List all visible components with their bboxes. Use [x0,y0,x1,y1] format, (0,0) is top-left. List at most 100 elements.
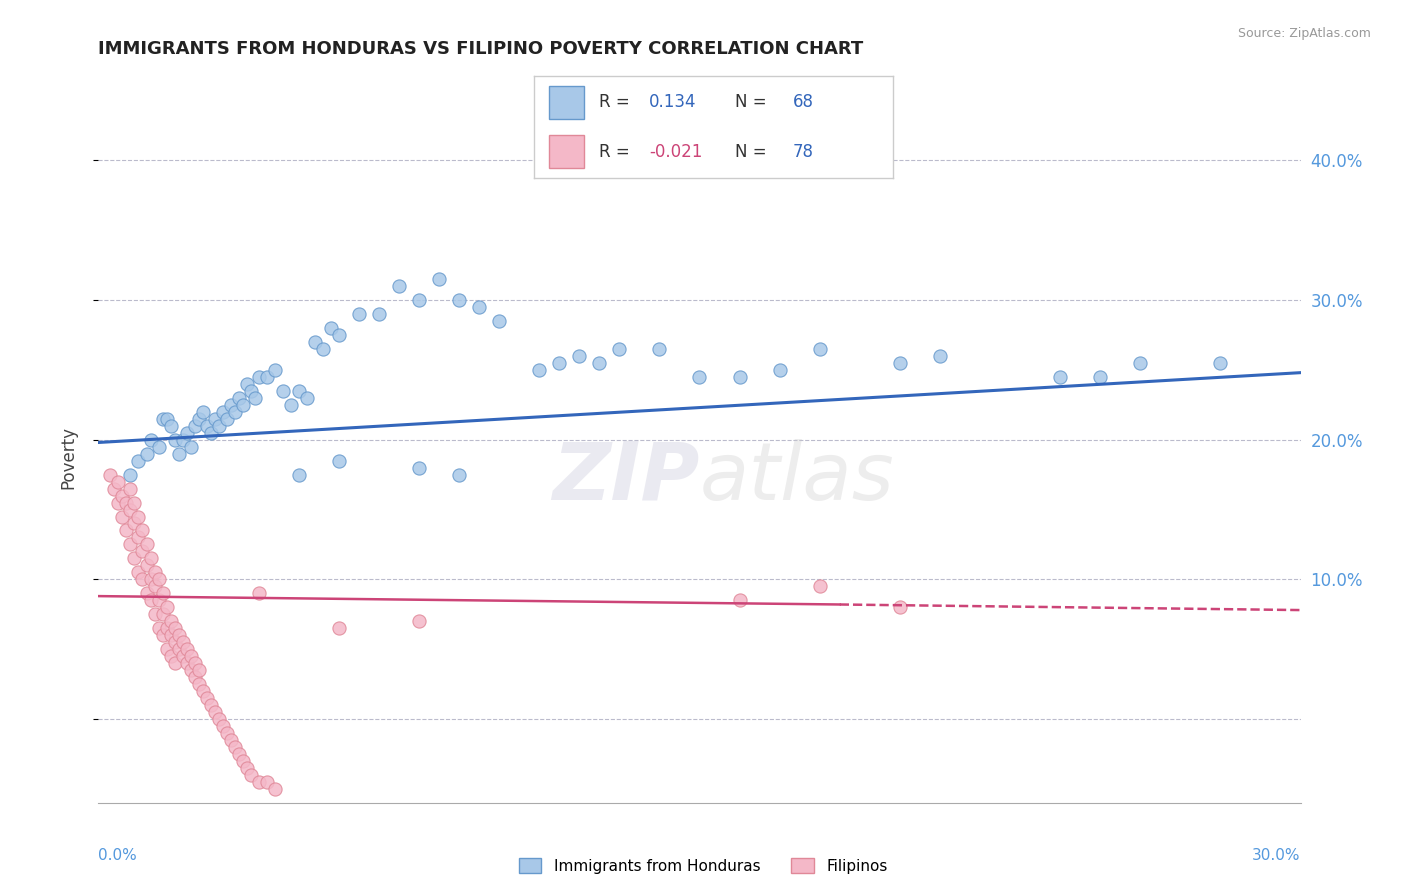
Point [609,342,631,356]
Point [215,411,238,425]
Point [120,502,142,516]
Point [288,384,311,398]
Point [128,531,150,545]
Point [271,384,294,398]
Point [183,670,205,684]
Point [163,635,186,649]
Point [288,467,311,482]
Text: 0.0%: 0.0% [98,847,138,863]
Point [200,425,222,440]
Point [232,398,254,412]
Point [447,293,470,307]
Point [183,656,205,670]
Point [328,453,350,467]
Point [347,307,370,321]
Point [159,649,181,664]
Point [131,524,153,538]
Point [135,447,157,461]
Point [728,369,751,384]
Point [167,628,190,642]
Point [191,684,214,698]
Point [124,495,146,509]
Point [224,405,246,419]
Point [176,642,198,657]
Point [159,628,181,642]
Point [183,418,205,433]
Point [568,349,591,363]
Point [312,342,335,356]
Point [176,425,198,440]
Point [180,649,202,664]
Point [319,321,342,335]
Point [163,433,186,447]
Point [808,342,831,356]
Point [239,384,262,398]
Point [215,726,238,740]
Point [408,293,430,307]
Point [155,600,177,615]
Point [155,411,177,425]
Point [427,272,450,286]
Point [648,342,671,356]
Point [529,363,551,377]
Point [224,739,246,754]
Point [152,411,174,425]
Point [208,712,231,726]
Point [219,733,242,747]
Point [1129,356,1152,370]
Point [211,719,233,733]
Point [256,369,278,384]
Point [191,405,214,419]
Point [187,663,209,677]
Point [128,453,150,467]
Point [124,516,146,531]
Point [228,391,250,405]
Point [163,621,186,635]
Point [131,544,153,558]
Point [124,551,146,566]
Point [159,614,181,628]
Point [235,376,257,391]
Point [128,509,150,524]
Point [328,328,350,343]
Point [163,656,186,670]
Point [263,363,285,377]
Point [135,586,157,600]
Point [172,649,194,664]
Point [808,579,831,593]
Point [148,572,170,586]
Point [769,363,792,377]
Point [172,635,194,649]
Point [111,489,134,503]
Point [180,663,202,677]
Point [167,447,190,461]
Point [304,334,326,349]
Point [588,356,610,370]
Point [689,369,711,384]
Point [228,747,250,761]
Y-axis label: Poverty: Poverty [59,425,77,489]
Point [131,572,153,586]
Point [280,398,302,412]
Text: -0.021: -0.021 [650,144,703,161]
Point [148,593,170,607]
Text: R =: R = [599,144,630,161]
Point [103,482,125,496]
Point [176,656,198,670]
Point [368,307,391,321]
Bar [548,87,585,119]
Point [247,775,270,789]
Point [107,475,129,489]
Point [120,537,142,551]
Point [488,314,510,328]
Point [295,391,318,405]
Point [728,593,751,607]
Text: Source: ZipAtlas.com: Source: ZipAtlas.com [1237,27,1371,40]
Point [115,495,138,509]
Point [155,621,177,635]
Point [929,349,952,363]
Point [408,460,430,475]
Point [139,593,162,607]
Point [172,433,194,447]
Point [208,418,231,433]
